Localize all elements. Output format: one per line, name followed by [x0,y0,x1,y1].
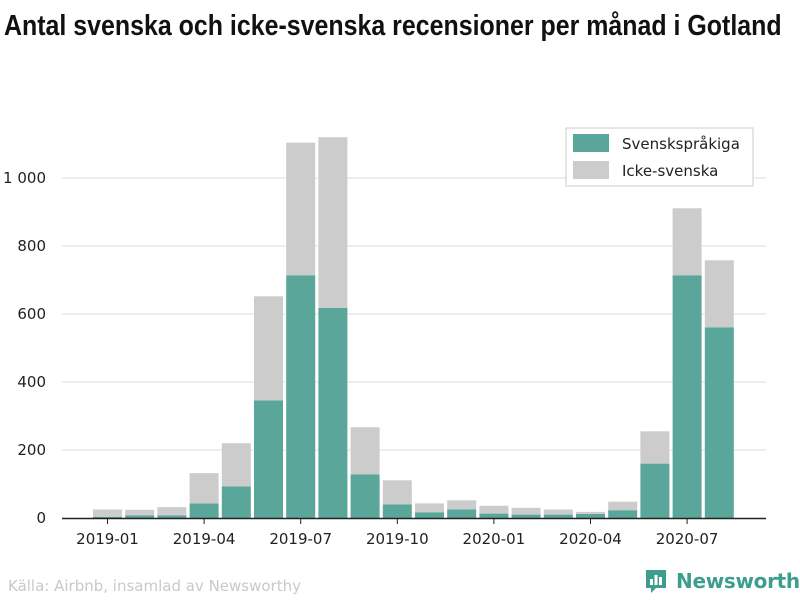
source-note: Källa: Airbnb, insamlad av Newsworthy [8,577,301,595]
bar-swedish [672,275,702,518]
x-tick-label: 2020-01 [463,530,526,548]
bar-non-swedish [479,505,509,514]
bar-swedish [640,463,670,518]
chart-title: Antal svenska och icke-svenska recension… [4,10,782,42]
bar-non-swedish [125,509,155,516]
legend-label-non-swedish: Icke-svenska [622,162,718,180]
bar-non-swedish [318,137,348,308]
legend: Svenskspråkiga Icke-svenska [565,127,754,187]
bar-swedish [221,486,251,518]
brand-name: Newsworthy [676,569,800,593]
bar-swedish [157,515,187,518]
legend-label-swedish: Svenskspråkiga [622,135,740,153]
bar-swedish [254,400,283,518]
bar-non-swedish [382,480,412,505]
x-tick-label: 2020-04 [559,530,622,548]
x-tick-label: 2019-10 [366,530,429,548]
bar-swedish [479,513,509,518]
bar-non-swedish [447,500,477,510]
bar-non-swedish [415,503,444,513]
legend-swatch-swedish [573,134,609,152]
bar-non-swedish [543,509,573,515]
bar-non-swedish [576,511,605,514]
y-tick-label: 600 [17,305,46,323]
bar-non-swedish [254,296,283,401]
brand-logo: Newsworthy [644,566,800,596]
grid-lines [62,177,766,451]
legend-swatch-non-swedish [573,161,609,179]
bar-swedish [704,327,734,518]
x-tick-label: 2019-04 [173,530,236,548]
bar-swedish [382,504,412,518]
bar-swedish [511,514,541,518]
bar-swedish [318,307,348,518]
bar-swedish [286,275,316,518]
bar-swedish [189,503,219,518]
bar-chart-logo-icon [646,570,666,593]
bar-non-swedish [221,443,251,487]
bar-swedish [543,514,573,518]
y-tick-label: 0 [36,509,46,527]
bar-swedish [93,516,122,518]
axes: 0 200 400 600 800 1 000 2019-01 2019-04 2019-07 2… [3,169,766,548]
y-tick-label: 200 [17,441,46,459]
bar-non-swedish [640,431,670,464]
bar-non-swedish [286,142,316,276]
bar-non-swedish [672,208,702,276]
bar-swedish [415,512,444,518]
bars [93,137,734,518]
bar-non-swedish [93,509,122,517]
y-tick-label: 800 [17,237,46,255]
bar-swedish [350,474,380,518]
x-tick-label: 2019-07 [269,530,332,548]
bar-non-swedish [157,507,187,516]
bar-swedish [125,515,155,518]
bar-swedish [576,513,605,518]
bar-non-swedish [704,260,734,328]
bar-non-swedish [511,507,541,515]
bar-non-swedish [189,473,219,504]
y-tick-label: 1 000 [3,169,46,187]
x-tick-label: 2019-01 [76,530,139,548]
bar-non-swedish [608,501,638,511]
bar-non-swedish [350,427,380,475]
y-tick-label: 400 [17,373,46,391]
x-tick-label: 2020-07 [656,530,719,548]
bar-swedish [608,510,638,518]
bar-swedish [447,509,477,518]
